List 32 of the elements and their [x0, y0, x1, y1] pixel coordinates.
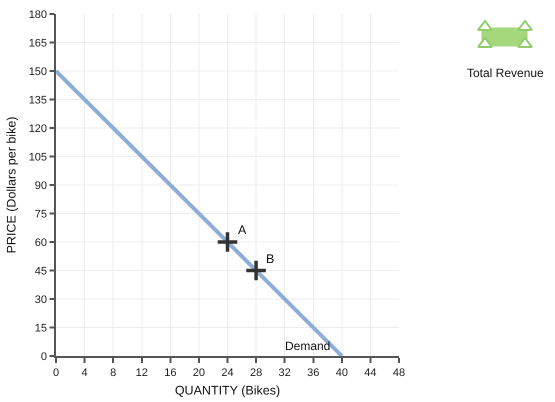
y-tick-label: 90 [34, 180, 48, 192]
x-tick-label: 12 [136, 366, 148, 379]
x-tick-label: 16 [164, 366, 176, 379]
x-tick-label: 48 [392, 366, 406, 379]
y-tick-label: 15 [34, 322, 48, 334]
y-tick-label: 135 [28, 94, 48, 106]
x-axis-title: QUANTITY (Bikes) [174, 384, 280, 398]
x-tick-label: 40 [336, 366, 348, 379]
x-tick-label: 8 [110, 366, 116, 379]
y-tick-label: 30 [34, 294, 48, 306]
y-tick-label: 75 [34, 208, 48, 220]
y-tick-label: 45 [34, 265, 48, 278]
x-tick-label: 20 [192, 366, 206, 379]
x-tick-label: 0 [52, 366, 60, 379]
y-tick-label: 120 [28, 122, 48, 135]
x-tick-label: 32 [278, 366, 291, 379]
x-tick-label: 28 [250, 366, 262, 379]
y-axis-title: PRICE (Dollars per bike) [4, 116, 18, 254]
series-label: Demand [285, 339, 330, 353]
annotation: A [238, 223, 247, 237]
y-tick-label: 150 [28, 66, 48, 78]
x-tick-label: 36 [307, 366, 320, 379]
x-tick-label: 4 [82, 366, 88, 379]
y-tick-label: 180 [28, 8, 48, 21]
y-tick-label: 105 [28, 151, 48, 164]
y-tick-label: 165 [28, 37, 48, 50]
text: Total Revenue [467, 66, 544, 80]
x-tick-label: 44 [364, 366, 377, 379]
y-tick-label: 0 [40, 350, 48, 363]
y-tick-label: 60 [34, 236, 48, 249]
x-tick-label: 24 [221, 366, 234, 379]
annotation: B [266, 252, 274, 266]
